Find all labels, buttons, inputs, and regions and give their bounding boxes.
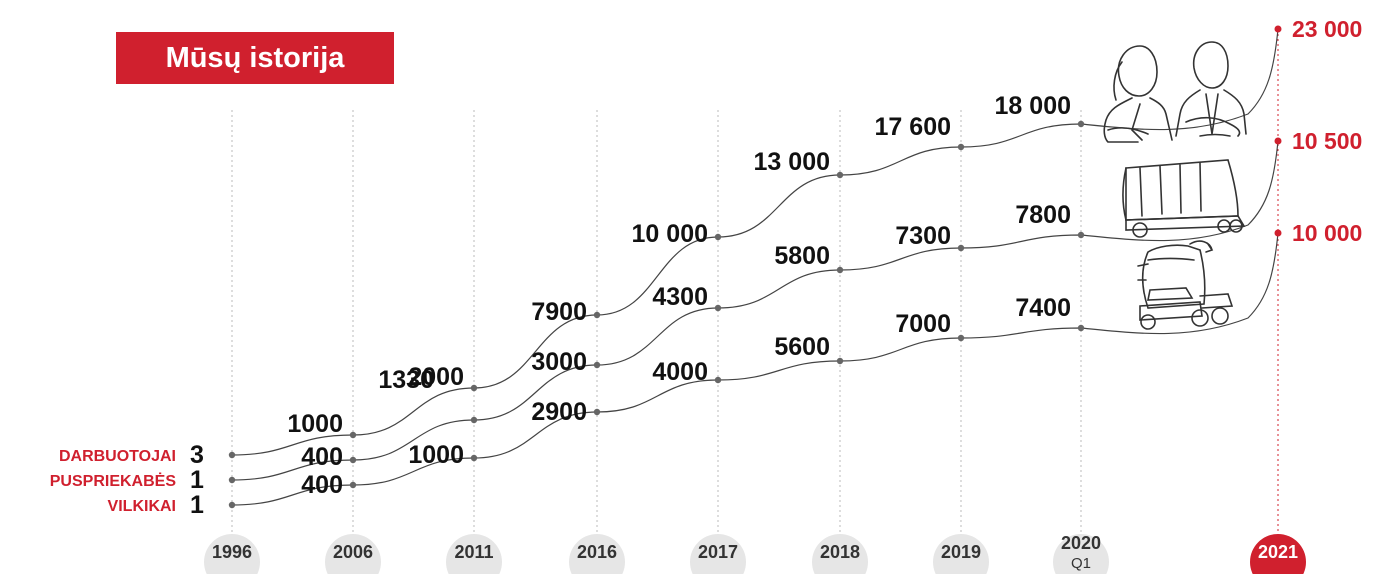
year-sublabel: Q1 bbox=[1071, 555, 1091, 572]
start-value-label: 3 bbox=[190, 441, 204, 469]
data-point bbox=[228, 501, 236, 509]
data-point bbox=[228, 451, 236, 459]
data-point bbox=[228, 476, 236, 484]
data-point bbox=[349, 456, 357, 464]
data-point bbox=[836, 266, 844, 274]
data-label: 4000 bbox=[652, 358, 708, 386]
year-circle bbox=[569, 534, 625, 574]
data-label: 5800 bbox=[774, 242, 830, 270]
final-value-label: 10 500 bbox=[1292, 128, 1362, 154]
series-name-label: VILKIKAI bbox=[108, 498, 176, 515]
year-label: 1996 bbox=[212, 542, 252, 562]
data-point bbox=[714, 304, 722, 312]
data-label: 1000 bbox=[287, 410, 343, 438]
final-value-label: 10 000 bbox=[1292, 220, 1362, 246]
year-circle bbox=[690, 534, 746, 574]
year-label: 2021 bbox=[1258, 542, 1298, 562]
year-circle bbox=[812, 534, 868, 574]
data-label: 7000 bbox=[895, 310, 951, 338]
semi-trailer-icon bbox=[1122, 159, 1246, 238]
data-point bbox=[593, 408, 601, 416]
data-label: 1330 bbox=[378, 366, 434, 394]
data-point bbox=[470, 454, 478, 462]
series-line bbox=[231, 232, 1279, 506]
data-point bbox=[836, 357, 844, 365]
data-label: 400 bbox=[301, 471, 343, 499]
start-value-label: 1 bbox=[190, 466, 204, 494]
data-label: 7900 bbox=[531, 298, 587, 326]
data-label: 18 000 bbox=[995, 92, 1071, 120]
data-label: 2000 bbox=[408, 363, 464, 391]
data-label: 7800 bbox=[1015, 201, 1071, 229]
year-circle bbox=[933, 534, 989, 574]
data-label: 10 000 bbox=[632, 220, 708, 248]
data-point bbox=[957, 244, 965, 252]
start-value-label: 1 bbox=[190, 491, 204, 519]
data-label: 13 000 bbox=[754, 148, 830, 176]
data-point bbox=[349, 481, 357, 489]
title-banner: Mūsų istorija bbox=[116, 32, 394, 84]
data-label: 4300 bbox=[652, 283, 708, 311]
highlighted-year-circle bbox=[1250, 534, 1306, 574]
final-value-label: 23 000 bbox=[1292, 16, 1362, 42]
data-label: 2900 bbox=[531, 398, 587, 426]
data-point bbox=[957, 334, 965, 342]
data-point bbox=[836, 171, 844, 179]
data-point bbox=[1274, 229, 1282, 237]
year-circle bbox=[446, 534, 502, 574]
series-name-label: PUSPRIEKABĖS bbox=[50, 472, 177, 490]
data-point bbox=[1274, 137, 1282, 145]
data-point bbox=[1274, 25, 1282, 33]
year-label: 2006 bbox=[333, 542, 373, 562]
year-label: 2017 bbox=[698, 542, 738, 562]
year-circle bbox=[204, 534, 260, 574]
data-point bbox=[470, 384, 478, 392]
truck-tractor-icon bbox=[1137, 240, 1234, 330]
year-label: 2016 bbox=[577, 542, 617, 562]
data-label: 7300 bbox=[895, 222, 951, 250]
data-point bbox=[593, 311, 601, 319]
data-point bbox=[1077, 120, 1085, 128]
data-label: 3000 bbox=[531, 348, 587, 376]
year-label: 2018 bbox=[820, 542, 860, 562]
data-point bbox=[957, 143, 965, 151]
page-title: Mūsų istorija bbox=[165, 41, 345, 74]
series-line bbox=[231, 28, 1279, 456]
data-point bbox=[1077, 231, 1085, 239]
year-circle bbox=[325, 534, 381, 574]
data-point bbox=[349, 431, 357, 439]
series-line bbox=[231, 140, 1279, 481]
year-circle bbox=[1053, 534, 1109, 574]
series-name-label: DARBUOTOJAI bbox=[59, 448, 176, 465]
data-label: 1000 bbox=[408, 441, 464, 469]
data-point bbox=[1077, 324, 1085, 332]
data-point bbox=[470, 416, 478, 424]
year-label: 2011 bbox=[454, 542, 493, 562]
data-label: 17 600 bbox=[875, 113, 951, 141]
data-point bbox=[714, 376, 722, 384]
data-point bbox=[714, 233, 722, 241]
year-label: 2019 bbox=[941, 542, 981, 562]
data-label: 5600 bbox=[774, 333, 830, 361]
data-point bbox=[593, 361, 601, 369]
data-label: 400 bbox=[301, 443, 343, 471]
people-icon bbox=[1103, 41, 1247, 143]
year-label: 2020 bbox=[1061, 533, 1101, 553]
data-label: 7400 bbox=[1015, 294, 1071, 322]
